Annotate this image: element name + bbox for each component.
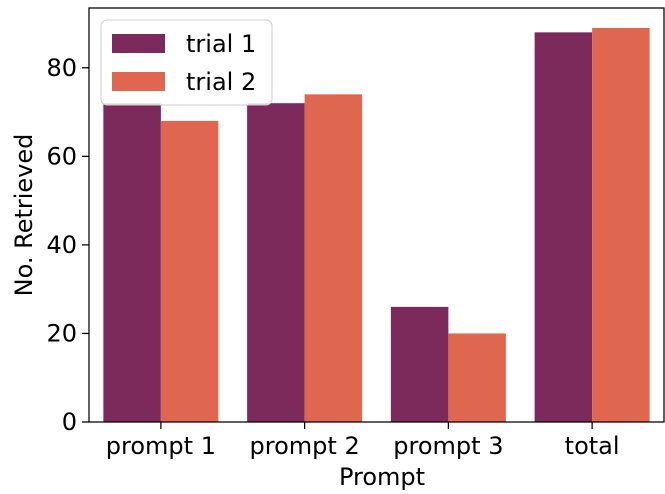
- bar-trial-2-prompt-3: [448, 333, 506, 422]
- legend-swatch-trial-1: [112, 34, 165, 53]
- legend-swatch-trial-2: [112, 72, 165, 91]
- plot-frame: [88, 7, 665, 423]
- y-tick-label: 80: [46, 54, 77, 82]
- bar-trial-1-prompt-3: [390, 306, 449, 422]
- bar-trial-2-prompt-1: [160, 120, 219, 422]
- x-tick-label-prompt-1: prompt 1: [106, 432, 216, 460]
- bar-trial-2-prompt-2: [304, 94, 363, 422]
- y-tick-label: 0: [62, 408, 77, 436]
- x-tick-label-total: total: [565, 432, 620, 460]
- bar-trial-2-total: [592, 27, 650, 422]
- y-tick-label: 40: [46, 231, 77, 259]
- x-axis: prompt 1 prompt 2 prompt 3 total: [106, 422, 620, 460]
- bar-trial-1-prompt-2: [247, 103, 305, 422]
- x-tick-label-prompt-2: prompt 2: [250, 432, 360, 460]
- bar-trial-1-prompt-1: [103, 103, 161, 422]
- x-axis-title: Prompt: [339, 463, 425, 491]
- y-axis: 0 20 40 60 80: [46, 54, 89, 436]
- y-tick-label: 60: [46, 142, 77, 170]
- y-axis-title: No. Retrieved: [10, 134, 38, 297]
- bars-group: [103, 27, 650, 423]
- x-tick-label-prompt-3: prompt 3: [393, 432, 503, 460]
- legend-label-trial-1: trial 1: [186, 30, 256, 58]
- y-tick-label: 20: [46, 319, 77, 347]
- legend-label-trial-2: trial 2: [186, 68, 256, 96]
- bar-trial-1-total: [534, 32, 593, 423]
- legend: trial 1 trial 2: [100, 19, 273, 106]
